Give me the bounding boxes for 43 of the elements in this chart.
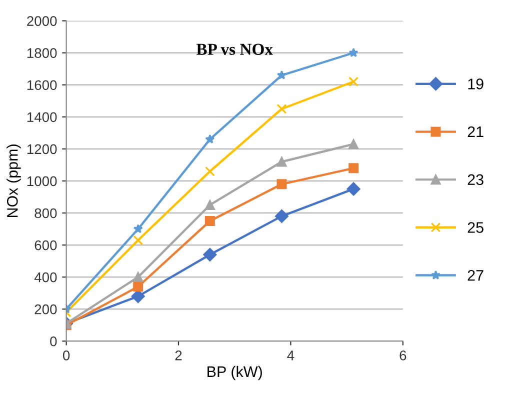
y-tick-label: 600 [34, 240, 57, 250]
y-tick-label: 1800 [27, 48, 57, 58]
point [276, 104, 287, 114]
point [348, 139, 359, 150]
x-axis-title: BP (kW) [208, 366, 262, 380]
y-tick-label: 1200 [27, 144, 57, 154]
y-tick-label: 1600 [27, 80, 57, 90]
point [348, 163, 359, 174]
legend-label: 23 [468, 174, 484, 186]
y-tick-label: 0 [50, 336, 57, 346]
y-tick-label: 200 [34, 304, 57, 314]
point [133, 235, 144, 246]
point [348, 76, 359, 87]
legend-label: 21 [468, 126, 484, 138]
y-tick-label: 800 [34, 208, 57, 218]
text: BP vs NOx [196, 44, 273, 55]
point [205, 134, 215, 144]
y-axis-title: NOx (ppm) [6, 144, 21, 218]
point [346, 182, 360, 196]
point [276, 70, 287, 80]
point [276, 156, 287, 167]
x-tick-label: 6 [400, 350, 406, 360]
point [133, 282, 144, 292]
point [348, 48, 358, 58]
point [204, 216, 215, 226]
y-tick-label: 400 [34, 272, 57, 282]
point [276, 179, 287, 190]
point [204, 200, 215, 210]
point [203, 248, 217, 262]
y-tick-label: 2000 [27, 16, 57, 26]
legend-label: 27 [468, 270, 484, 281]
point [204, 166, 215, 176]
point [133, 224, 143, 234]
x-tick-label: 2 [175, 350, 182, 360]
x-tick-label: 4 [287, 350, 294, 360]
point [274, 209, 288, 223]
point [133, 272, 144, 282]
legend-label: 25 [468, 222, 484, 233]
x-tick-label: 0 [62, 350, 70, 360]
y-tick-label: 1000 [27, 176, 57, 186]
legend-label: 19 [468, 78, 484, 90]
point [131, 290, 145, 304]
y-tick-label: 1400 [27, 112, 57, 122]
